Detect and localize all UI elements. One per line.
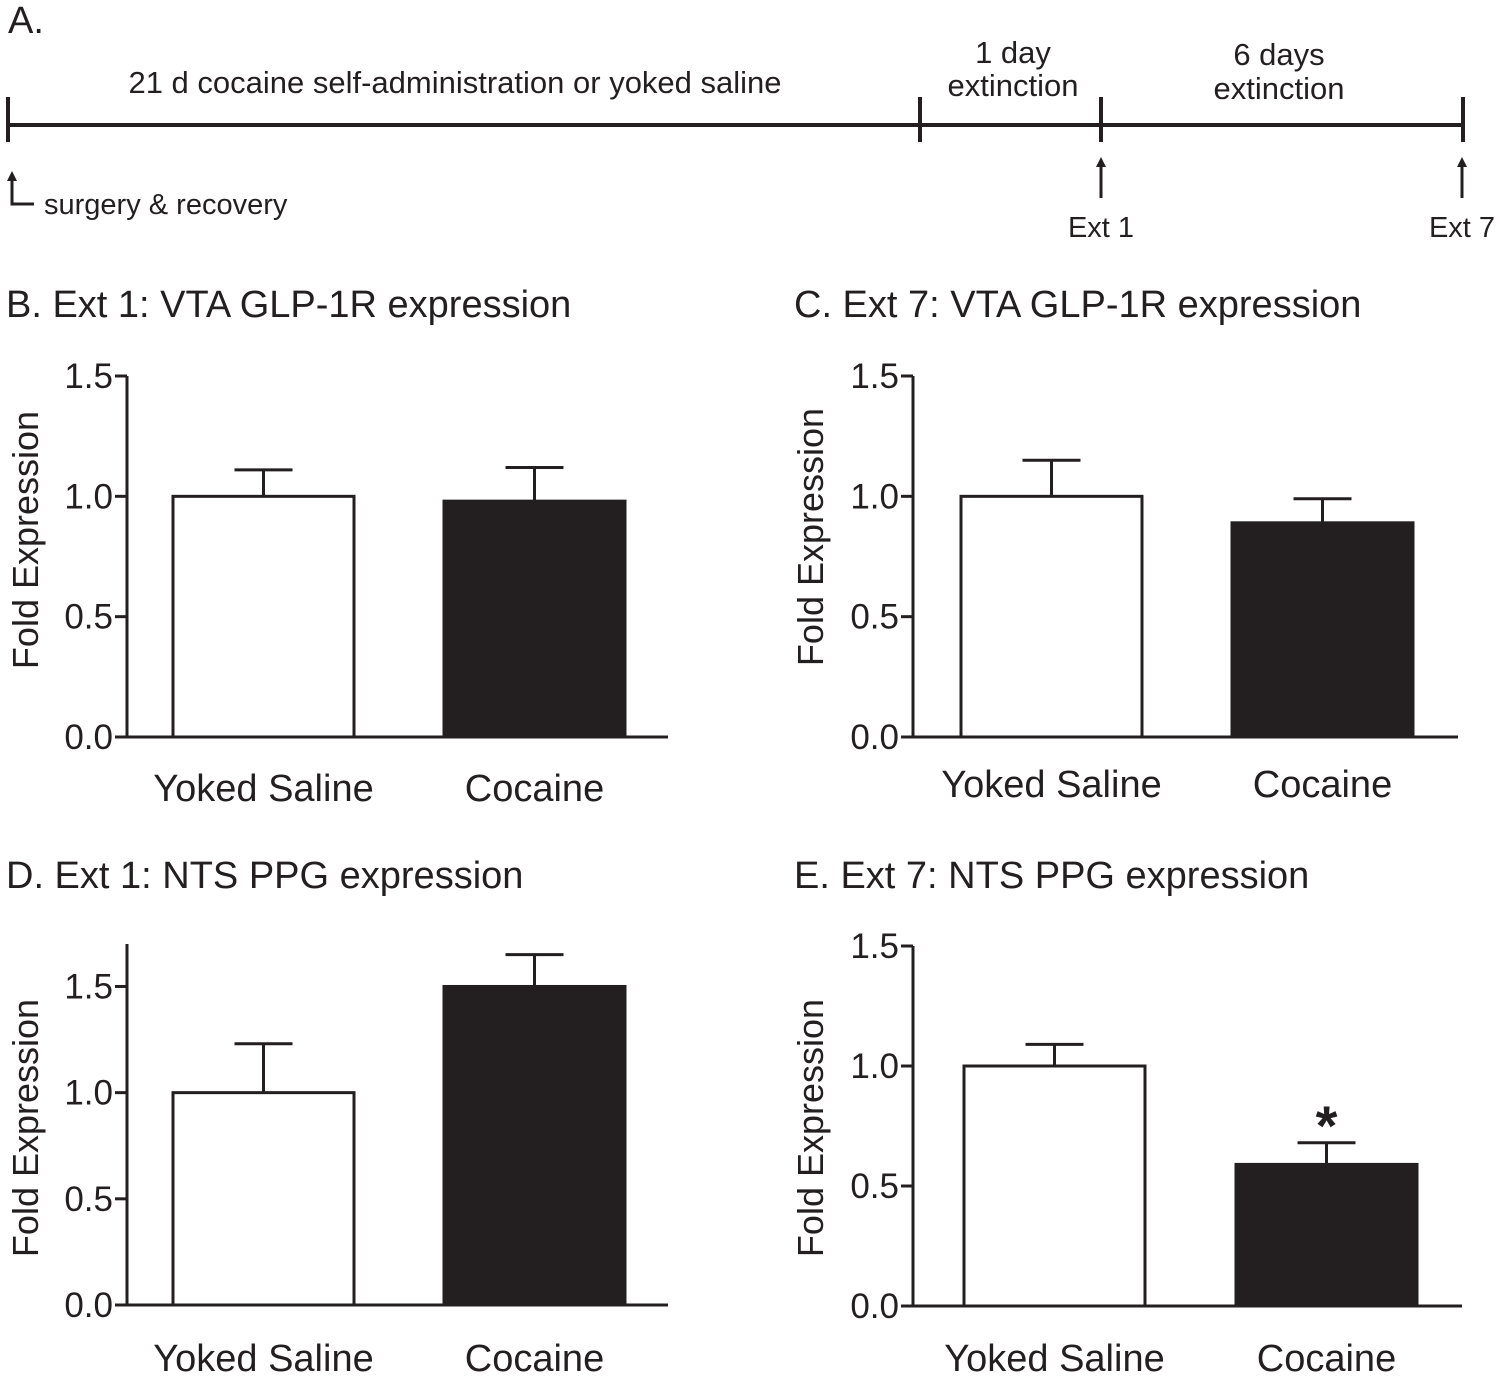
bar-cocaine: [1234, 1162, 1419, 1308]
timeline-start-marker: surgery & recovery: [44, 189, 288, 221]
bar-cocaine: [442, 984, 627, 1307]
y-tick-label: 1.0: [850, 1047, 899, 1086]
timeline-phase1-label: 21 d cocaine self-administration or yoke…: [128, 65, 781, 100]
chart-title: C. Ext 7: VTA GLP-1R expression: [794, 284, 1361, 326]
y-axis-title: Fold Expression: [790, 999, 831, 1257]
y-tick-label: 1.0: [64, 477, 113, 516]
bar-saline: [962, 1064, 1147, 1308]
timeline-panel-label: A.: [8, 0, 44, 42]
significance-marker: *: [1316, 1094, 1338, 1157]
timeline-panel: A. 21 d cocaine self-administration or y…: [6, 0, 1495, 244]
y-tick-label: 1.5: [850, 927, 899, 966]
chart-1: B. Ext 1: VTA GLP-1R expression Fold Expr…: [5, 284, 668, 810]
y-tick-label: 0.0: [850, 1287, 899, 1326]
chart-3: D. Ext 1: NTS PPG expression Fold Express…: [5, 855, 668, 1380]
y-tick-label: 1.0: [64, 1074, 113, 1113]
bar-cocaine: [1230, 521, 1415, 739]
bar-saline: [171, 1091, 356, 1307]
y-tick-label: 1.5: [64, 967, 113, 1006]
category-label: Yoked Saline: [941, 764, 1161, 806]
y-axis-title: Fold Expression: [5, 411, 46, 669]
category-label: Cocaine: [1253, 764, 1392, 806]
y-tick-label: 0.5: [850, 598, 899, 637]
y-tick-label: 1.5: [850, 357, 899, 396]
category-label: Cocaine: [465, 1338, 604, 1380]
y-tick-label: 0.0: [64, 718, 113, 757]
y-tick-label: 0.0: [850, 718, 899, 757]
category-label: Cocaine: [465, 768, 604, 810]
bar-saline: [171, 494, 356, 739]
bar-saline: [959, 494, 1144, 739]
bar-cocaine: [442, 499, 627, 739]
y-tick-label: 1.0: [850, 477, 899, 516]
y-tick-label: 0.5: [850, 1167, 899, 1206]
y-tick-label: 1.5: [64, 357, 113, 396]
timeline-marker-ext7: Ext 7: [1429, 212, 1495, 244]
category-label: Yoked Saline: [153, 1338, 373, 1380]
timeline-phase3-line1: 6 days: [1233, 37, 1324, 72]
category-label: Yoked Saline: [944, 1338, 1164, 1380]
y-axis-title: Fold Expression: [790, 408, 831, 666]
bar-charts: B. Ext 1: VTA GLP-1R expression Fold Expr…: [5, 284, 1462, 1380]
category-label: Yoked Saline: [153, 768, 373, 810]
y-axis-title: Fold Expression: [5, 999, 46, 1257]
timeline-marker-ext1: Ext 1: [1068, 212, 1134, 244]
chart-title: D. Ext 1: NTS PPG expression: [6, 855, 523, 897]
chart-4: E. Ext 7: NTS PPG expression Fold Express…: [790, 855, 1462, 1380]
timeline-phase2-line1: 1 day: [975, 35, 1051, 70]
y-tick-label: 0.5: [64, 1180, 113, 1219]
y-tick-label: 0.5: [64, 598, 113, 637]
chart-title: E. Ext 7: NTS PPG expression: [794, 855, 1309, 897]
surgery-arrow-icon: [7, 171, 34, 206]
timeline-phase3-line2: extinction: [1214, 71, 1345, 106]
y-tick-label: 0.0: [64, 1286, 113, 1325]
chart-title: B. Ext 1: VTA GLP-1R expression: [6, 284, 571, 326]
category-label: Cocaine: [1257, 1338, 1396, 1380]
chart-2: C. Ext 7: VTA GLP-1R expression Fold Expr…: [790, 284, 1458, 806]
timeline-phase2-line2: extinction: [948, 68, 1079, 103]
